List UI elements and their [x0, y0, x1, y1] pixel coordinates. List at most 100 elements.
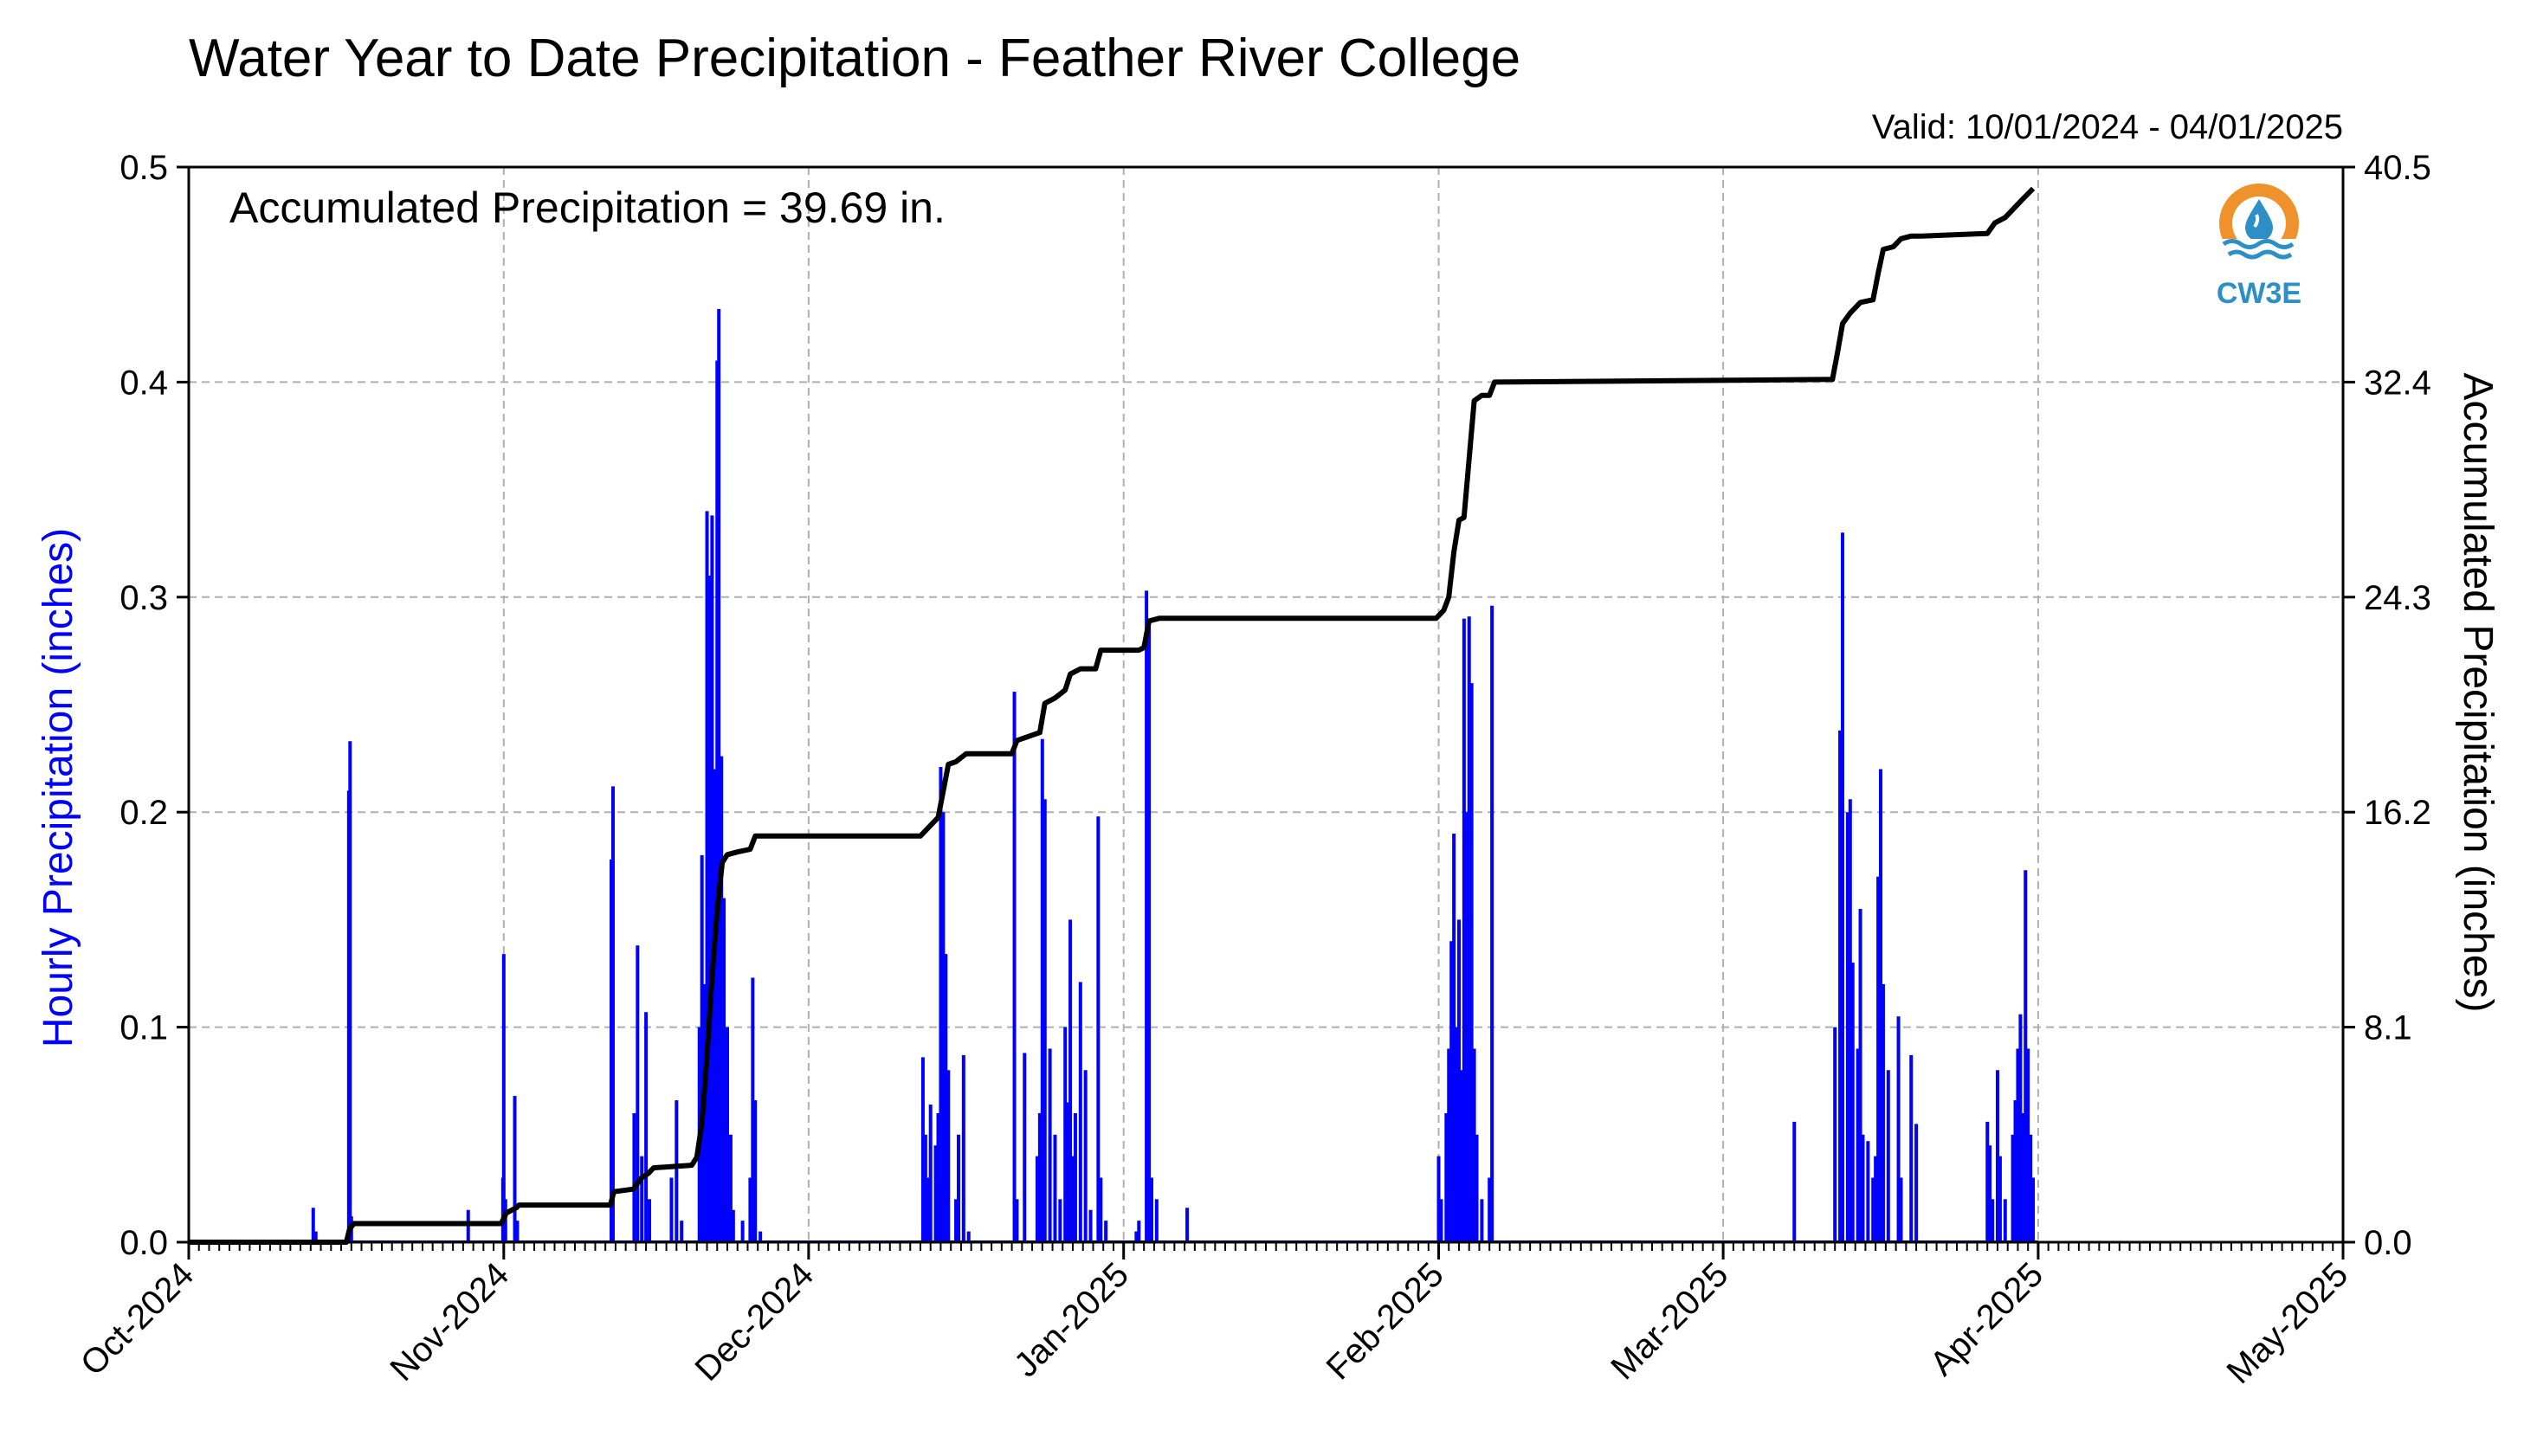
hourly-bar — [1879, 769, 1883, 1242]
hourly-bar — [1886, 1070, 1890, 1242]
hourly-bar — [1073, 1112, 1077, 1242]
hourly-bar — [2018, 1014, 2023, 1242]
hourly-bar — [1876, 876, 1881, 1242]
hourly-bar — [1881, 983, 1885, 1242]
hourly-bar — [1104, 1221, 1108, 1242]
hourly-bar — [1455, 1027, 1459, 1242]
hourly-bar — [1490, 605, 1494, 1242]
hourly-bar — [1436, 1156, 1441, 1242]
hourly-bar — [961, 1054, 965, 1242]
hourly-bar — [1899, 1177, 1903, 1242]
hourly-bar — [513, 1096, 517, 1242]
hourly-bar — [1998, 1156, 2002, 1242]
right-axis-tick-label: 32.4 — [2364, 364, 2431, 402]
hourly-bar — [1988, 1145, 1992, 1242]
hourly-bar — [1088, 1209, 1093, 1242]
hourly-bar — [713, 769, 717, 1242]
hourly-bar — [1850, 963, 1855, 1242]
hourly-bar — [1083, 1070, 1088, 1242]
hourly-bar — [751, 977, 755, 1242]
hourly-bar — [1985, 1121, 1990, 1242]
hourly-bar — [1048, 1048, 1052, 1242]
hourly-bar — [644, 1012, 649, 1242]
hourly-bar — [1475, 1134, 1479, 1242]
hourly-bar — [610, 786, 615, 1242]
hourly-bar — [728, 1134, 733, 1242]
hourly-bar — [758, 1231, 763, 1242]
hourly-bar — [1053, 1134, 1057, 1242]
hourly-bar — [1154, 1199, 1159, 1242]
hourly-bar — [1015, 1199, 1019, 1242]
hourly-bar — [928, 1105, 933, 1242]
hourly-bar — [954, 1199, 959, 1242]
accumulated-total-annotation: Accumulated Precipitation = 39.69 in. — [229, 184, 946, 232]
right-axis-tick-label: 0.0 — [2364, 1224, 2412, 1262]
hourly-bar — [722, 898, 726, 1242]
hourly-bar — [313, 1231, 318, 1242]
hourly-bar — [748, 1177, 752, 1242]
hourly-bar — [1040, 738, 1044, 1242]
hourly-bar — [933, 1145, 938, 1242]
hourly-bar — [753, 1100, 758, 1242]
hourly-bar — [1147, 618, 1152, 1242]
hourly-bar — [648, 1199, 652, 1242]
hourly-bar — [1096, 816, 1101, 1242]
hourly-bar — [1449, 941, 1454, 1242]
hourly-bar — [1472, 1048, 1476, 1242]
hourly-bar — [720, 756, 724, 1242]
hourly-bar — [1469, 683, 1474, 1242]
hourly-bar — [1838, 730, 1843, 1242]
hourly-bar — [2016, 1048, 2020, 1242]
hourly-bar — [966, 1231, 971, 1242]
hourly-bar — [1845, 812, 1849, 1242]
hourly-bar — [640, 1156, 644, 1242]
hourly-bar — [1861, 1134, 1865, 1242]
hourly-bar — [1480, 1199, 1484, 1242]
hourly-bar — [1792, 1121, 1797, 1242]
logo-wave-icon — [2222, 239, 2295, 260]
hourly-bar — [726, 1027, 729, 1242]
hourly-bar — [636, 945, 640, 1242]
hourly-bar — [1914, 1124, 1919, 1242]
chart-title: Water Year to Date Precipitation - Feath… — [189, 29, 1520, 88]
right-axis-title: Accumulated Precipitation (inches) — [2455, 372, 2501, 1012]
accumulated-line — [189, 186, 2036, 1245]
left-axis-title: Hourly Precipitation (inches) — [36, 528, 81, 1047]
hourly-bar — [926, 1177, 930, 1242]
hourly-bar — [2021, 1112, 2025, 1242]
hourly-bar — [675, 1100, 679, 1242]
hourly-bar — [2024, 870, 2028, 1242]
hourly-bar — [680, 1221, 684, 1242]
hourly-bar — [1149, 1177, 1153, 1242]
hourly-bar — [1145, 590, 1149, 1242]
hourly-bar — [1909, 1054, 1914, 1242]
right-axis-tick-label: 16.2 — [2364, 794, 2431, 832]
hourly-bar — [944, 954, 948, 1242]
hourly-bar — [1488, 1177, 1492, 1242]
hourly-bar — [939, 767, 943, 1242]
hourly-bar — [923, 1134, 927, 1242]
hourly-bar — [717, 308, 721, 1243]
hourly-bar — [1833, 1027, 1837, 1242]
hourly-bar — [2011, 1134, 2015, 1242]
hourly-bar — [1447, 1048, 1451, 1242]
hourly-bars — [189, 308, 2038, 1243]
logo-text: CW3E — [2217, 277, 2301, 310]
hourly-bar — [740, 1221, 745, 1242]
hourly-bar — [956, 1134, 960, 1242]
right-axis-tick-label: 40.5 — [2364, 149, 2431, 187]
hourly-bar — [2029, 1134, 2033, 1242]
hourly-bar — [1099, 1177, 1103, 1242]
hourly-bar — [1071, 1156, 1075, 1242]
hourly-bar — [1995, 1070, 1999, 1242]
hourly-bar — [1848, 799, 1852, 1242]
hourly-bar — [1078, 982, 1082, 1242]
hourly-bar — [1871, 1177, 1875, 1242]
hourly-bar — [1459, 1070, 1463, 1242]
left-axis-tick-label: 0.3 — [119, 579, 168, 617]
hourly-bar — [1858, 908, 1862, 1242]
hourly-bar — [632, 1112, 636, 1242]
hourly-bar — [1063, 1027, 1068, 1242]
hourly-bar — [1866, 1141, 1870, 1242]
